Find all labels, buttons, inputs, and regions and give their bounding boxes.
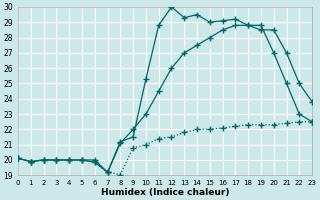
X-axis label: Humidex (Indice chaleur): Humidex (Indice chaleur) <box>101 188 229 197</box>
